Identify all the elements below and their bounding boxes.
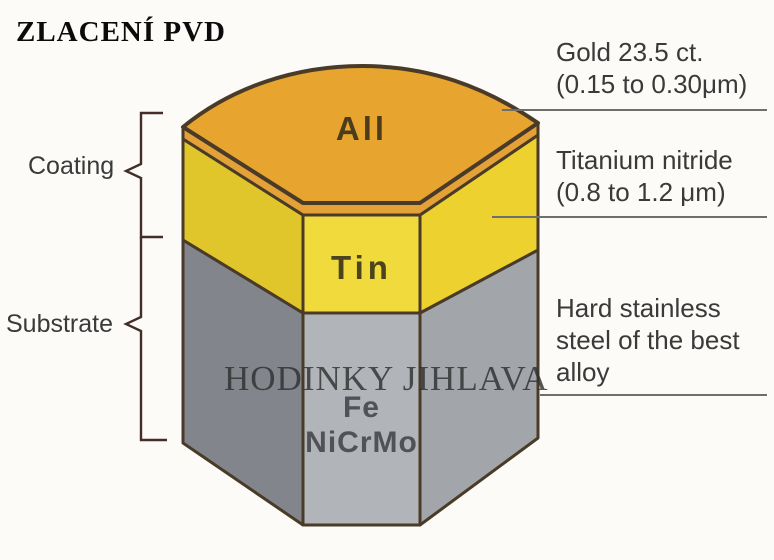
steel-annotation-line3: alloy bbox=[556, 357, 610, 387]
steel-layer-label-line2: NiCrMo bbox=[305, 426, 418, 459]
page-title: ZLACENÍ PVD bbox=[16, 16, 226, 48]
gold-layer-label: All bbox=[335, 110, 388, 147]
gold-annotation: Gold 23.5 ct. (0.15 to 0.30μm) bbox=[556, 36, 747, 100]
substrate-bracket bbox=[123, 237, 167, 442]
substrate-label: Substrate bbox=[6, 310, 114, 338]
watermark-text: HODINKY JIHLAVA bbox=[224, 359, 549, 398]
gold-top-face bbox=[181, 64, 540, 205]
steel-annotation-line1: Hard stainless bbox=[556, 293, 721, 323]
coating-bracket bbox=[123, 111, 163, 239]
titanium-annotation-line1: Titanium nitride bbox=[556, 145, 733, 175]
gold-annotation-line2: (0.15 to 0.30μm) bbox=[556, 69, 748, 99]
steel-layer-label-line1: Fe bbox=[342, 391, 380, 424]
gold-annotation-line1: Gold 23.5 ct. bbox=[556, 37, 704, 67]
titanium-annotation-line2: (0.8 to 1.2 μm) bbox=[556, 177, 726, 207]
coating-label: Coating bbox=[28, 152, 115, 180]
titanium-annotation: Titanium nitride (0.8 to 1.2 μm) bbox=[556, 144, 733, 208]
tin-layer-label: Tin bbox=[331, 249, 392, 286]
steel-annotation: Hard stainless steel of the best alloy bbox=[556, 292, 740, 388]
steel-annotation-line2: steel of the best bbox=[556, 325, 740, 355]
